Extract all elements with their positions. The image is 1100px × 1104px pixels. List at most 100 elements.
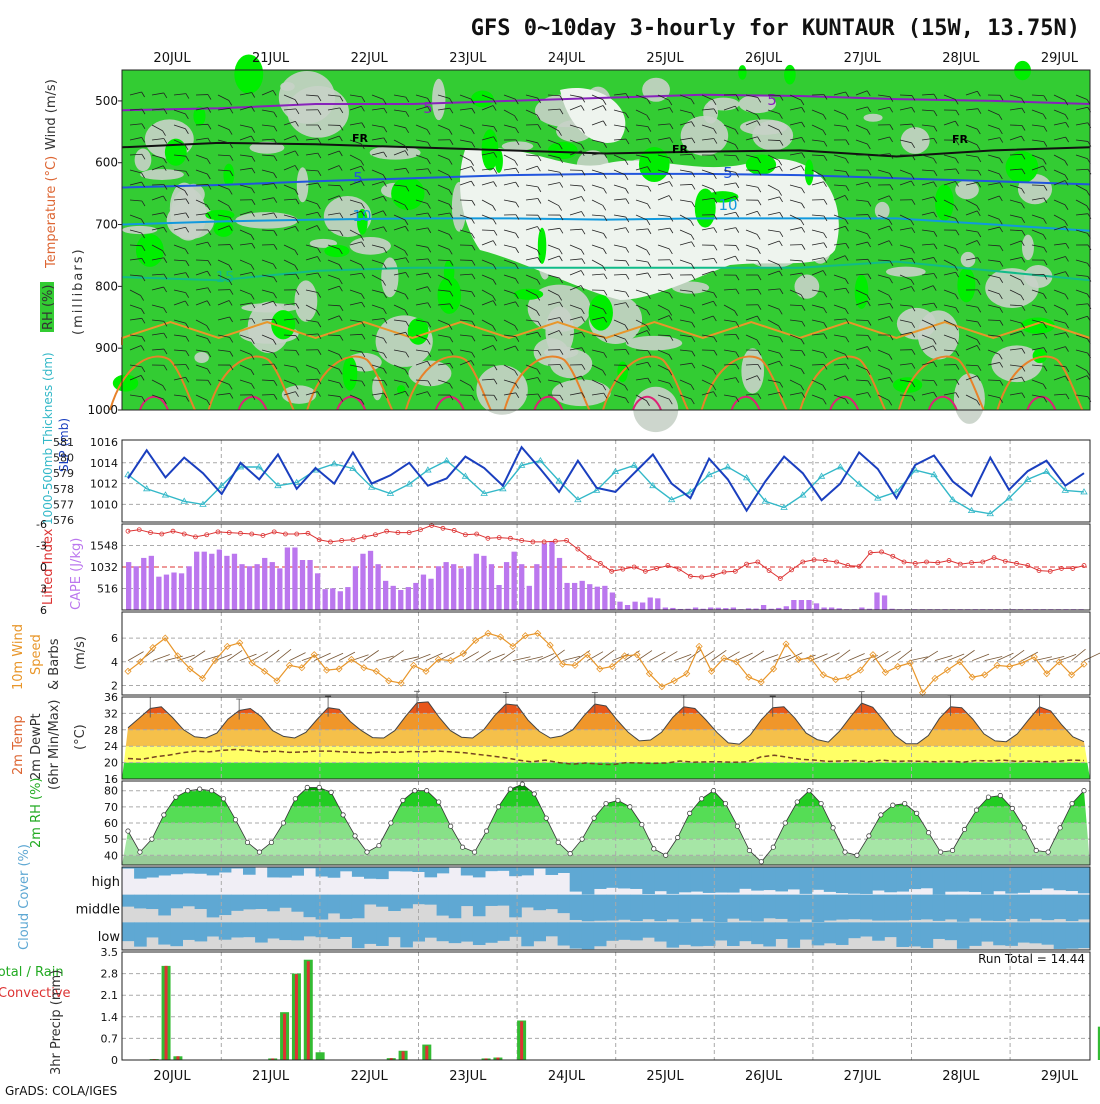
thickness-tick-label: 580 bbox=[53, 452, 74, 465]
cape-bar bbox=[179, 573, 184, 610]
rh-dry-patch bbox=[135, 149, 152, 172]
cloud-cover-cell bbox=[183, 867, 196, 873]
rh2m-marker bbox=[520, 782, 524, 786]
rh2m-marker bbox=[1046, 850, 1050, 854]
rh-dry-patch bbox=[642, 78, 670, 102]
cape-bar bbox=[292, 548, 297, 611]
cape-bar bbox=[489, 564, 494, 610]
cloud-cover-cell bbox=[969, 895, 982, 919]
rh2m-marker bbox=[532, 792, 536, 796]
rh-dry-patch bbox=[864, 114, 883, 122]
rh2m-marker bbox=[281, 821, 285, 825]
cloud-cover-cell bbox=[1042, 895, 1055, 920]
cloud-cover-cell bbox=[775, 895, 788, 919]
cloud-cover-cell bbox=[703, 922, 716, 946]
cloud-cover-cell bbox=[848, 895, 861, 920]
cloud-cover-cell bbox=[509, 867, 522, 876]
temp-band bbox=[122, 730, 1090, 746]
isotherm-label: FR bbox=[672, 143, 689, 156]
cloud-cover-cell bbox=[400, 922, 413, 947]
rh2m-marker bbox=[640, 822, 644, 826]
rh2m-marker bbox=[365, 850, 369, 854]
rh2m-marker bbox=[150, 837, 154, 841]
wind10m-barb bbox=[960, 650, 975, 660]
rh-dry-patch bbox=[476, 365, 527, 415]
cape-bar bbox=[247, 566, 252, 610]
rh2m-marker bbox=[174, 795, 178, 799]
precip-tick-label: 1.4 bbox=[101, 1011, 119, 1024]
cloud-cover-cell bbox=[860, 895, 873, 920]
cape-axis-label: CAPE (J/kg) bbox=[69, 538, 84, 610]
rh2m-marker bbox=[162, 813, 166, 817]
cloud-cover-cell bbox=[364, 922, 377, 944]
cloud-cover-cell bbox=[1078, 895, 1091, 920]
cape-bar bbox=[126, 562, 131, 610]
temp2m-tick-label: 24 bbox=[104, 740, 118, 753]
cloud-cover-cell bbox=[570, 895, 583, 920]
pressure-tick-label: 600 bbox=[95, 156, 118, 170]
rh2m-marker bbox=[556, 840, 560, 844]
cape-bar bbox=[217, 550, 222, 610]
precip-convective-bar bbox=[520, 1021, 523, 1060]
cloud-cover-cell bbox=[207, 922, 220, 936]
cape-bar bbox=[549, 541, 554, 610]
cloud-cover-cell bbox=[546, 895, 559, 909]
temp2m-units-label: (°C) bbox=[73, 724, 88, 750]
cape-bar bbox=[655, 598, 660, 610]
cloud-cover-cell bbox=[981, 895, 994, 921]
isotherm-label: 5 bbox=[353, 169, 363, 187]
isotherm-label: FR bbox=[952, 133, 969, 146]
precip-tick-label: 3.5 bbox=[101, 946, 119, 959]
cloud-cover-cell bbox=[618, 895, 631, 920]
cape-bar bbox=[413, 583, 418, 610]
rh-dry-patch bbox=[633, 387, 678, 432]
rh-dry-patch bbox=[381, 257, 398, 297]
precip-axis-label: 3hr Precip (mm) bbox=[49, 970, 64, 1075]
precip-tick-label: 0.7 bbox=[101, 1032, 119, 1045]
precip-tick-label: 0 bbox=[111, 1054, 118, 1067]
rh2m-marker bbox=[293, 797, 297, 801]
rh2m-marker bbox=[1034, 848, 1038, 852]
rh-moist-patch bbox=[855, 275, 869, 309]
cloud-cover-cell bbox=[279, 867, 292, 878]
cape-bar bbox=[504, 562, 509, 610]
date-label-top: 21JUL bbox=[252, 51, 290, 66]
rh2m-marker bbox=[1010, 806, 1014, 810]
slp-tick-label: 1010 bbox=[90, 498, 118, 511]
cloud-cover-cell bbox=[449, 922, 462, 943]
cloud-labels: Cloud Cover (%) bbox=[17, 844, 32, 950]
cape-bar bbox=[436, 566, 441, 610]
cloud-cover-cell bbox=[884, 895, 897, 921]
cape-bar bbox=[134, 566, 139, 610]
wind10m-barb bbox=[749, 651, 764, 661]
cloud-cover-cell bbox=[594, 895, 607, 921]
cloud-cover-cell bbox=[582, 895, 595, 922]
rh2m-marker bbox=[795, 800, 799, 804]
date-label-bottom: 24JUL bbox=[548, 1069, 586, 1084]
cloud-cover-cell bbox=[933, 922, 946, 939]
cloud-cover-cell bbox=[594, 922, 607, 946]
cape-bar bbox=[270, 562, 275, 610]
cloud-cover-cell bbox=[533, 922, 546, 941]
cape-bar bbox=[572, 583, 577, 610]
rh2m-marker bbox=[341, 813, 345, 817]
cape-bar bbox=[595, 587, 600, 610]
rh2m-marker bbox=[962, 827, 966, 831]
cloud-cover-cell bbox=[158, 895, 171, 916]
rh-dry-patch bbox=[432, 79, 445, 120]
rh2m-marker bbox=[855, 853, 859, 857]
cloud-cover-cell bbox=[1017, 867, 1030, 893]
cloud-cover-cell bbox=[546, 867, 559, 875]
cape-bar bbox=[474, 554, 479, 610]
rh-moist-patch bbox=[214, 221, 234, 237]
dewpt2m-axis-label: 2m DewPt bbox=[29, 713, 44, 780]
rh2m-marker bbox=[604, 801, 608, 805]
cloud-cover-cell bbox=[255, 922, 268, 942]
cloud-cover-cell bbox=[473, 922, 486, 945]
cloud-cover-cell bbox=[1030, 867, 1043, 890]
wind10m-axis-label: 10m Wind bbox=[11, 624, 26, 690]
rh2m-marker bbox=[891, 803, 895, 807]
wind10m-barb bbox=[649, 652, 665, 661]
cape-bar bbox=[421, 575, 426, 610]
rh-band bbox=[122, 839, 1090, 855]
